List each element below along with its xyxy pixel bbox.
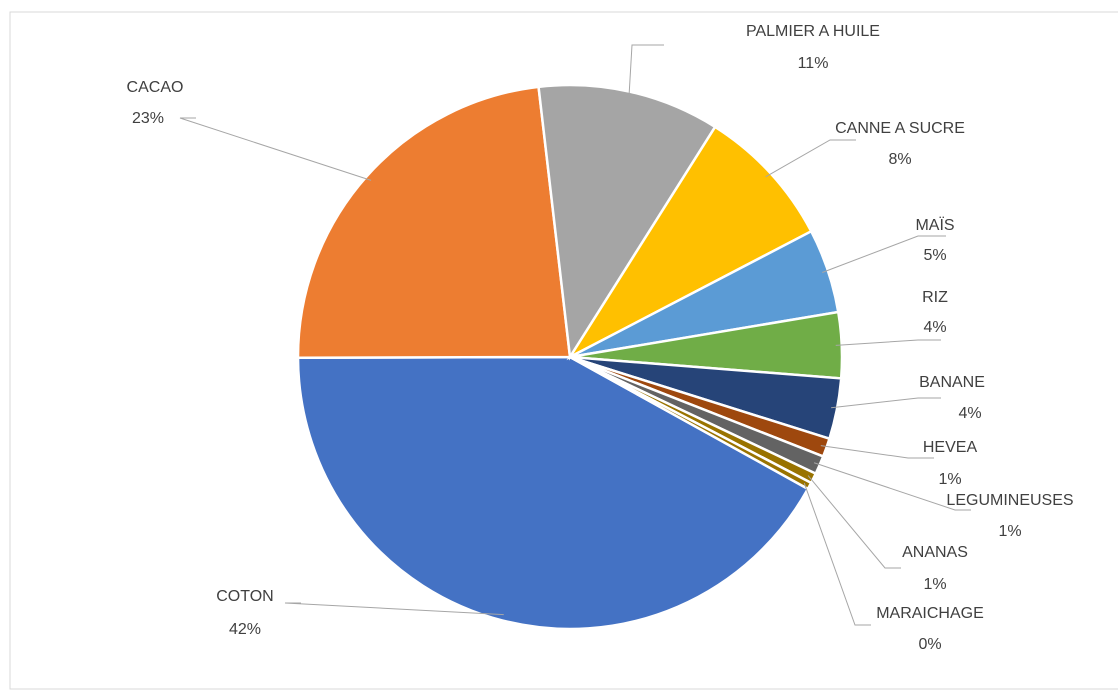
slice-value-label: 0% <box>918 636 941 653</box>
leader-line <box>831 397 941 409</box>
leader-line <box>628 44 664 98</box>
slice-value-label: 23% <box>132 110 164 127</box>
pie-slice <box>569 355 813 491</box>
pie-slice <box>566 125 813 361</box>
slice-label: BANANE <box>919 374 985 391</box>
slice-value-label: 1% <box>938 471 961 488</box>
slice-label: MARAICHAGE <box>876 605 984 622</box>
pie-slice <box>296 85 572 360</box>
slice-value-label: 11% <box>798 55 829 72</box>
leader-line <box>820 445 934 459</box>
slice-label: LEGUMINEUSES <box>946 492 1073 509</box>
leader-line <box>835 339 941 346</box>
leader-line <box>284 602 504 616</box>
slice-value-label: 4% <box>923 319 946 336</box>
slice-label: RIZ <box>922 289 948 306</box>
slice-value-label: 5% <box>923 247 946 264</box>
slice-label: CACAO <box>127 79 184 96</box>
slice-value-label: 1% <box>923 576 946 593</box>
leader-line <box>803 482 871 626</box>
slice-label: PALMIER A HUILE <box>746 23 880 40</box>
slice-label: MAÏS <box>915 216 954 234</box>
slice-value-label: 42% <box>229 621 261 638</box>
chart-frame <box>9 11 1118 690</box>
slice-value-label: 8% <box>888 151 911 168</box>
slice-value-label: 1% <box>998 523 1021 540</box>
leader-line <box>765 139 856 178</box>
slice-label: COTON <box>216 588 273 605</box>
leader-line <box>813 462 971 511</box>
slice-value-label: 4% <box>958 405 981 422</box>
slice-label: CANNE A SUCRE <box>835 120 965 137</box>
leader-line <box>179 117 372 181</box>
leader-line <box>807 475 901 569</box>
pie-slice <box>537 83 717 361</box>
slice-label: HEVEA <box>923 439 978 456</box>
pie-slice <box>296 355 810 631</box>
leader-line <box>822 235 946 273</box>
slice-label: ANANAS <box>902 544 968 561</box>
